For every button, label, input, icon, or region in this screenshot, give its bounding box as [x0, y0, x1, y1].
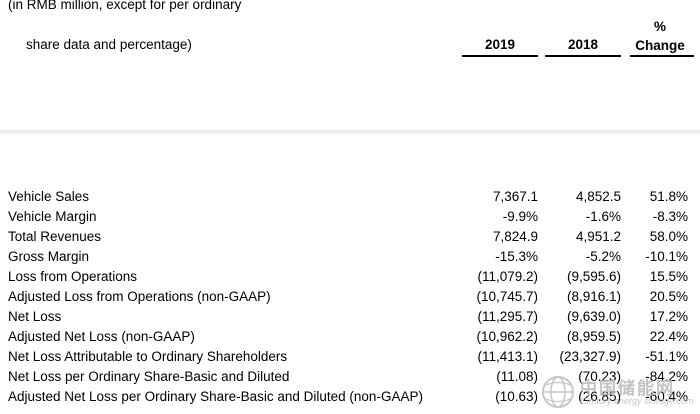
value-percent-change: -60.4%: [645, 389, 688, 404]
header-underline-percent: [630, 55, 694, 57]
value-percent-change: 20.5%: [649, 289, 688, 304]
row-label: Adjusted Net Loss per Ordinary Share-Bas…: [8, 389, 423, 404]
value-percent-change: 51.8%: [649, 189, 688, 204]
table-row: Gross Margin -15.3% -5.2% -10.1%: [0, 249, 700, 269]
row-label: Net Loss: [8, 309, 62, 324]
table-row: Net Loss (11,295.7) (9,639.0) 17.2%: [0, 309, 700, 329]
table-row: Loss from Operations (11,079.2) (9,595.6) 1…: [0, 269, 700, 289]
value-2019: (11.08): [496, 369, 538, 384]
section-divider: [0, 130, 700, 136]
table-row: Vehicle Margin -9.9% -1.6% -8.3%: [0, 209, 700, 229]
change-label: Change: [635, 38, 685, 53]
value-2018: (8,916.1): [566, 289, 621, 304]
column-header-percent-change: % Change: [628, 17, 692, 55]
value-percent-change: 15.5%: [649, 269, 688, 284]
value-2018: 4,951.2: [575, 229, 621, 244]
table-row: Adjusted Loss from Operations (non-GAAP)…: [0, 289, 700, 309]
value-2019: 7,367.1: [492, 189, 538, 204]
value-percent-change: 58.0%: [649, 229, 688, 244]
watermark-text-en: Century energy storage.com: [580, 396, 694, 406]
table-row: Net Loss Attributable to Ordinary Shareh…: [0, 349, 700, 369]
value-2019: -15.3%: [495, 249, 538, 264]
value-2019: -9.9%: [502, 209, 538, 224]
row-label: Loss from Operations: [8, 269, 138, 284]
value-percent-change: -10.1%: [645, 249, 688, 264]
row-label: Vehicle Margin: [8, 209, 97, 224]
table-row: Adjusted Net Loss (non-GAAP) (10,962.2) (8…: [0, 329, 700, 349]
value-2018: (26.85): [578, 389, 621, 404]
header-underline-2019: [462, 55, 538, 57]
value-percent-change: -51.1%: [645, 349, 688, 364]
row-label: Total Revenues: [8, 229, 102, 244]
value-2018: -5.2%: [585, 249, 621, 264]
value-2019: (10,962.2): [476, 329, 538, 344]
table-caption-line1: (in RMB million, except for per ordinary: [8, 0, 242, 12]
table-row: Adjusted Net Loss per Ordinary Share-Bas…: [0, 389, 700, 409]
globe-logo-icon: [542, 376, 574, 408]
row-label: Net Loss Attributable to Ordinary Shareh…: [8, 349, 288, 364]
table-row: Vehicle Sales 7,367.1 4,852.5 51.8%: [0, 189, 700, 209]
table-caption-line2: share data and percentage): [26, 37, 192, 52]
watermark: 中国储能网 Century energy storage.com: [540, 372, 700, 414]
value-2018: -1.6%: [585, 209, 621, 224]
header-underline-2018: [545, 55, 621, 57]
value-2018: 4,852.5: [575, 189, 621, 204]
watermark-text-cn: 中国储能网: [580, 379, 675, 398]
value-2019: (11,079.2): [477, 269, 538, 284]
value-2018: (70.23): [578, 369, 621, 384]
column-header-2018: 2018: [567, 37, 599, 52]
value-percent-change: 17.2%: [649, 309, 688, 324]
row-label: Adjusted Net Loss (non-GAAP): [8, 329, 195, 344]
value-2018: (9,595.6): [566, 269, 621, 284]
value-2019: (10,745.7): [476, 289, 538, 304]
value-2018: (8,959.5): [566, 329, 621, 344]
value-2019: (11,295.7): [477, 309, 538, 324]
value-percent-change: -8.3%: [652, 209, 688, 224]
value-2019: (11,413.1): [477, 349, 538, 364]
percent-sign: %: [653, 19, 666, 34]
row-label: Adjusted Loss from Operations (non-GAAP): [8, 289, 271, 304]
column-header-2019: 2019: [484, 37, 516, 52]
value-2019: 7,824.9: [492, 229, 538, 244]
value-2019: (10.63): [495, 389, 538, 404]
value-percent-change: -84.2%: [645, 369, 688, 384]
value-2018: (9,639.0): [566, 309, 621, 324]
row-label: Net Loss per Ordinary Share-Basic and Di…: [8, 369, 290, 384]
value-2018: (23,327.9): [559, 349, 621, 364]
table-row: Total Revenues 7,824.9 4,951.2 58.0%: [0, 229, 700, 249]
row-label: Vehicle Sales: [8, 189, 90, 204]
value-percent-change: 22.4%: [649, 329, 688, 344]
financial-table-body: Vehicle Sales 7,367.1 4,852.5 51.8% Vehicle …: [0, 189, 700, 409]
table-row: Net Loss per Ordinary Share-Basic and Di…: [0, 369, 700, 389]
row-label: Gross Margin: [8, 249, 90, 264]
